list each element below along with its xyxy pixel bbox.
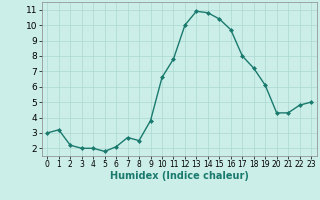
X-axis label: Humidex (Indice chaleur): Humidex (Indice chaleur) <box>110 171 249 181</box>
